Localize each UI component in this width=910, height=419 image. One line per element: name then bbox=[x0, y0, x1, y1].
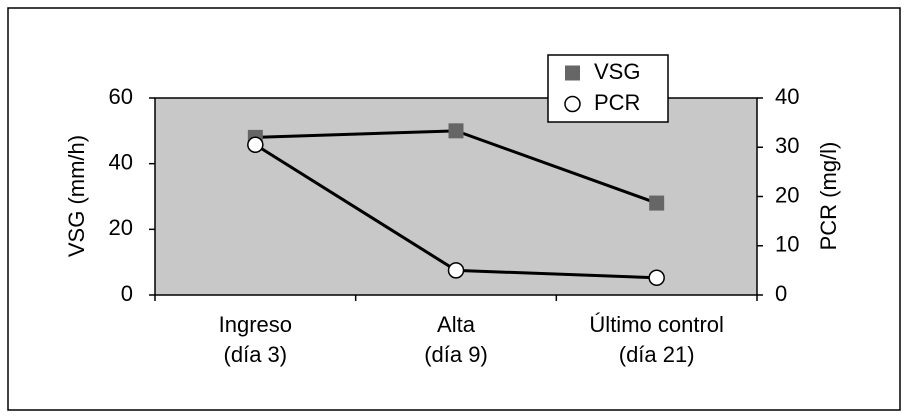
marker bbox=[648, 269, 665, 287]
legend-label: VSG bbox=[594, 59, 640, 84]
x-tick-label: Ingreso bbox=[219, 312, 292, 337]
y-tick-label: 40 bbox=[109, 149, 133, 174]
y2-tick-label: 30 bbox=[775, 133, 799, 158]
y-tick-label: 0 bbox=[121, 281, 133, 306]
legend-marker bbox=[564, 95, 581, 113]
x-tick-label: Alta bbox=[437, 312, 476, 337]
y2-tick-label: 40 bbox=[775, 84, 799, 109]
x-tick-label: (día 21) bbox=[619, 342, 695, 367]
marker bbox=[447, 262, 465, 279]
y2-tick-label: 0 bbox=[775, 281, 787, 306]
x-tick-label: Último control bbox=[589, 312, 723, 337]
marker bbox=[247, 136, 264, 154]
x-tick-label: (día 3) bbox=[224, 342, 288, 367]
y-axis-label: VSG (mm/h) bbox=[64, 135, 89, 257]
y-tick-label: 60 bbox=[109, 84, 133, 109]
x-tick-label: (día 9) bbox=[424, 342, 488, 367]
legend-label: PCR bbox=[594, 90, 640, 115]
marker bbox=[448, 123, 464, 139]
frame bbox=[7, 7, 901, 411]
y-tick-label: 20 bbox=[109, 215, 133, 240]
y2-tick-label: 20 bbox=[775, 182, 799, 207]
y2-tick-label: 10 bbox=[775, 232, 799, 257]
legend-marker bbox=[565, 65, 580, 81]
marker bbox=[649, 195, 665, 211]
y2-axis-label: PCR (mg/l) bbox=[816, 142, 841, 251]
